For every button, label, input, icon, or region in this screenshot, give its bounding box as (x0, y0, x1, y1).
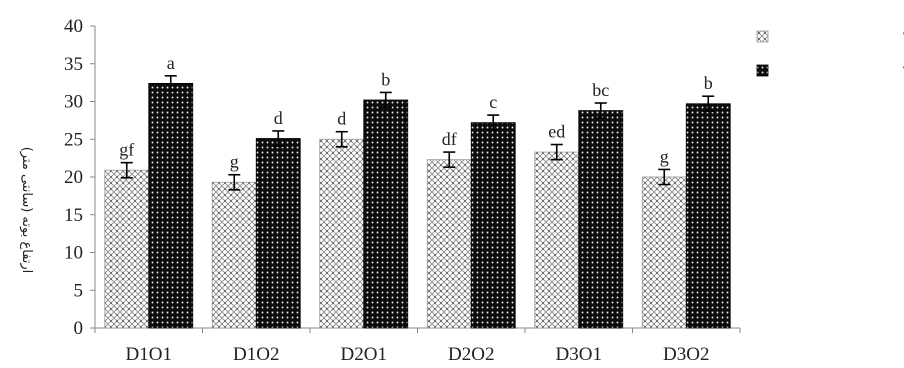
bar (104, 169, 150, 329)
significance-label: bc (592, 80, 609, 100)
y-axis-label: ارتفاع بوته (سانتی متر) (19, 147, 34, 274)
bar (255, 138, 301, 329)
bars (104, 75, 731, 329)
significance-label: d (274, 108, 283, 128)
x-tick-label: D2O1 (341, 344, 387, 365)
legend-swatch (756, 64, 769, 77)
significance-label: a (167, 53, 175, 73)
y-tick-label: 0 (74, 318, 84, 339)
x-tick-label: D2O2 (448, 344, 494, 365)
significance-label: df (442, 129, 457, 149)
x-tick-label: D3O1 (556, 344, 602, 365)
bar (534, 151, 580, 329)
y-tick-label: 40 (64, 16, 83, 37)
significance-label: ed (548, 122, 565, 142)
bar (363, 99, 409, 329)
y-tick-label: 30 (64, 92, 83, 113)
bar (470, 122, 516, 329)
legend-swatch (756, 30, 769, 43)
bar (211, 181, 257, 329)
x-tick-label: D1O1 (126, 344, 172, 365)
y-tick-label: 20 (64, 167, 83, 188)
y-tick-label: 10 (64, 243, 83, 264)
significance-label: gf (119, 140, 134, 160)
significance-label: b (381, 69, 390, 89)
x-tick-label: D1O2 (233, 344, 279, 365)
significance-label: d (337, 109, 346, 129)
significance-label: g (230, 152, 239, 172)
significance-label: c (489, 92, 497, 112)
y-tick-label: 25 (64, 129, 83, 150)
bar (685, 103, 731, 329)
bar (148, 82, 194, 329)
bar (319, 138, 365, 329)
significance-label: g (660, 146, 669, 166)
legend: سال زراعی ۱۳۹۵ سال زراعی ۱۳۹۶ (756, 28, 904, 80)
bar (578, 110, 624, 329)
x-tick-label: D3O2 (663, 344, 709, 365)
legend-label: سال زراعی ۱۳۹۵ (901, 28, 904, 46)
bar (426, 159, 472, 329)
significance-label: b (704, 73, 713, 93)
bar (641, 176, 687, 329)
y-tick-label: 35 (64, 54, 83, 75)
axes: 0 5 10 15 20 25 30 35 40 (64, 16, 741, 339)
labels: gf a D1O1 g d D1O2 d b D2O1 df c D2O2 ed bc D3O1 g b D3O2 (119, 53, 713, 365)
y-tick-label: 5 (74, 280, 84, 301)
y-tick-label: 15 (64, 205, 83, 226)
legend-label: سال زراعی ۱۳۹۶ (901, 62, 904, 80)
